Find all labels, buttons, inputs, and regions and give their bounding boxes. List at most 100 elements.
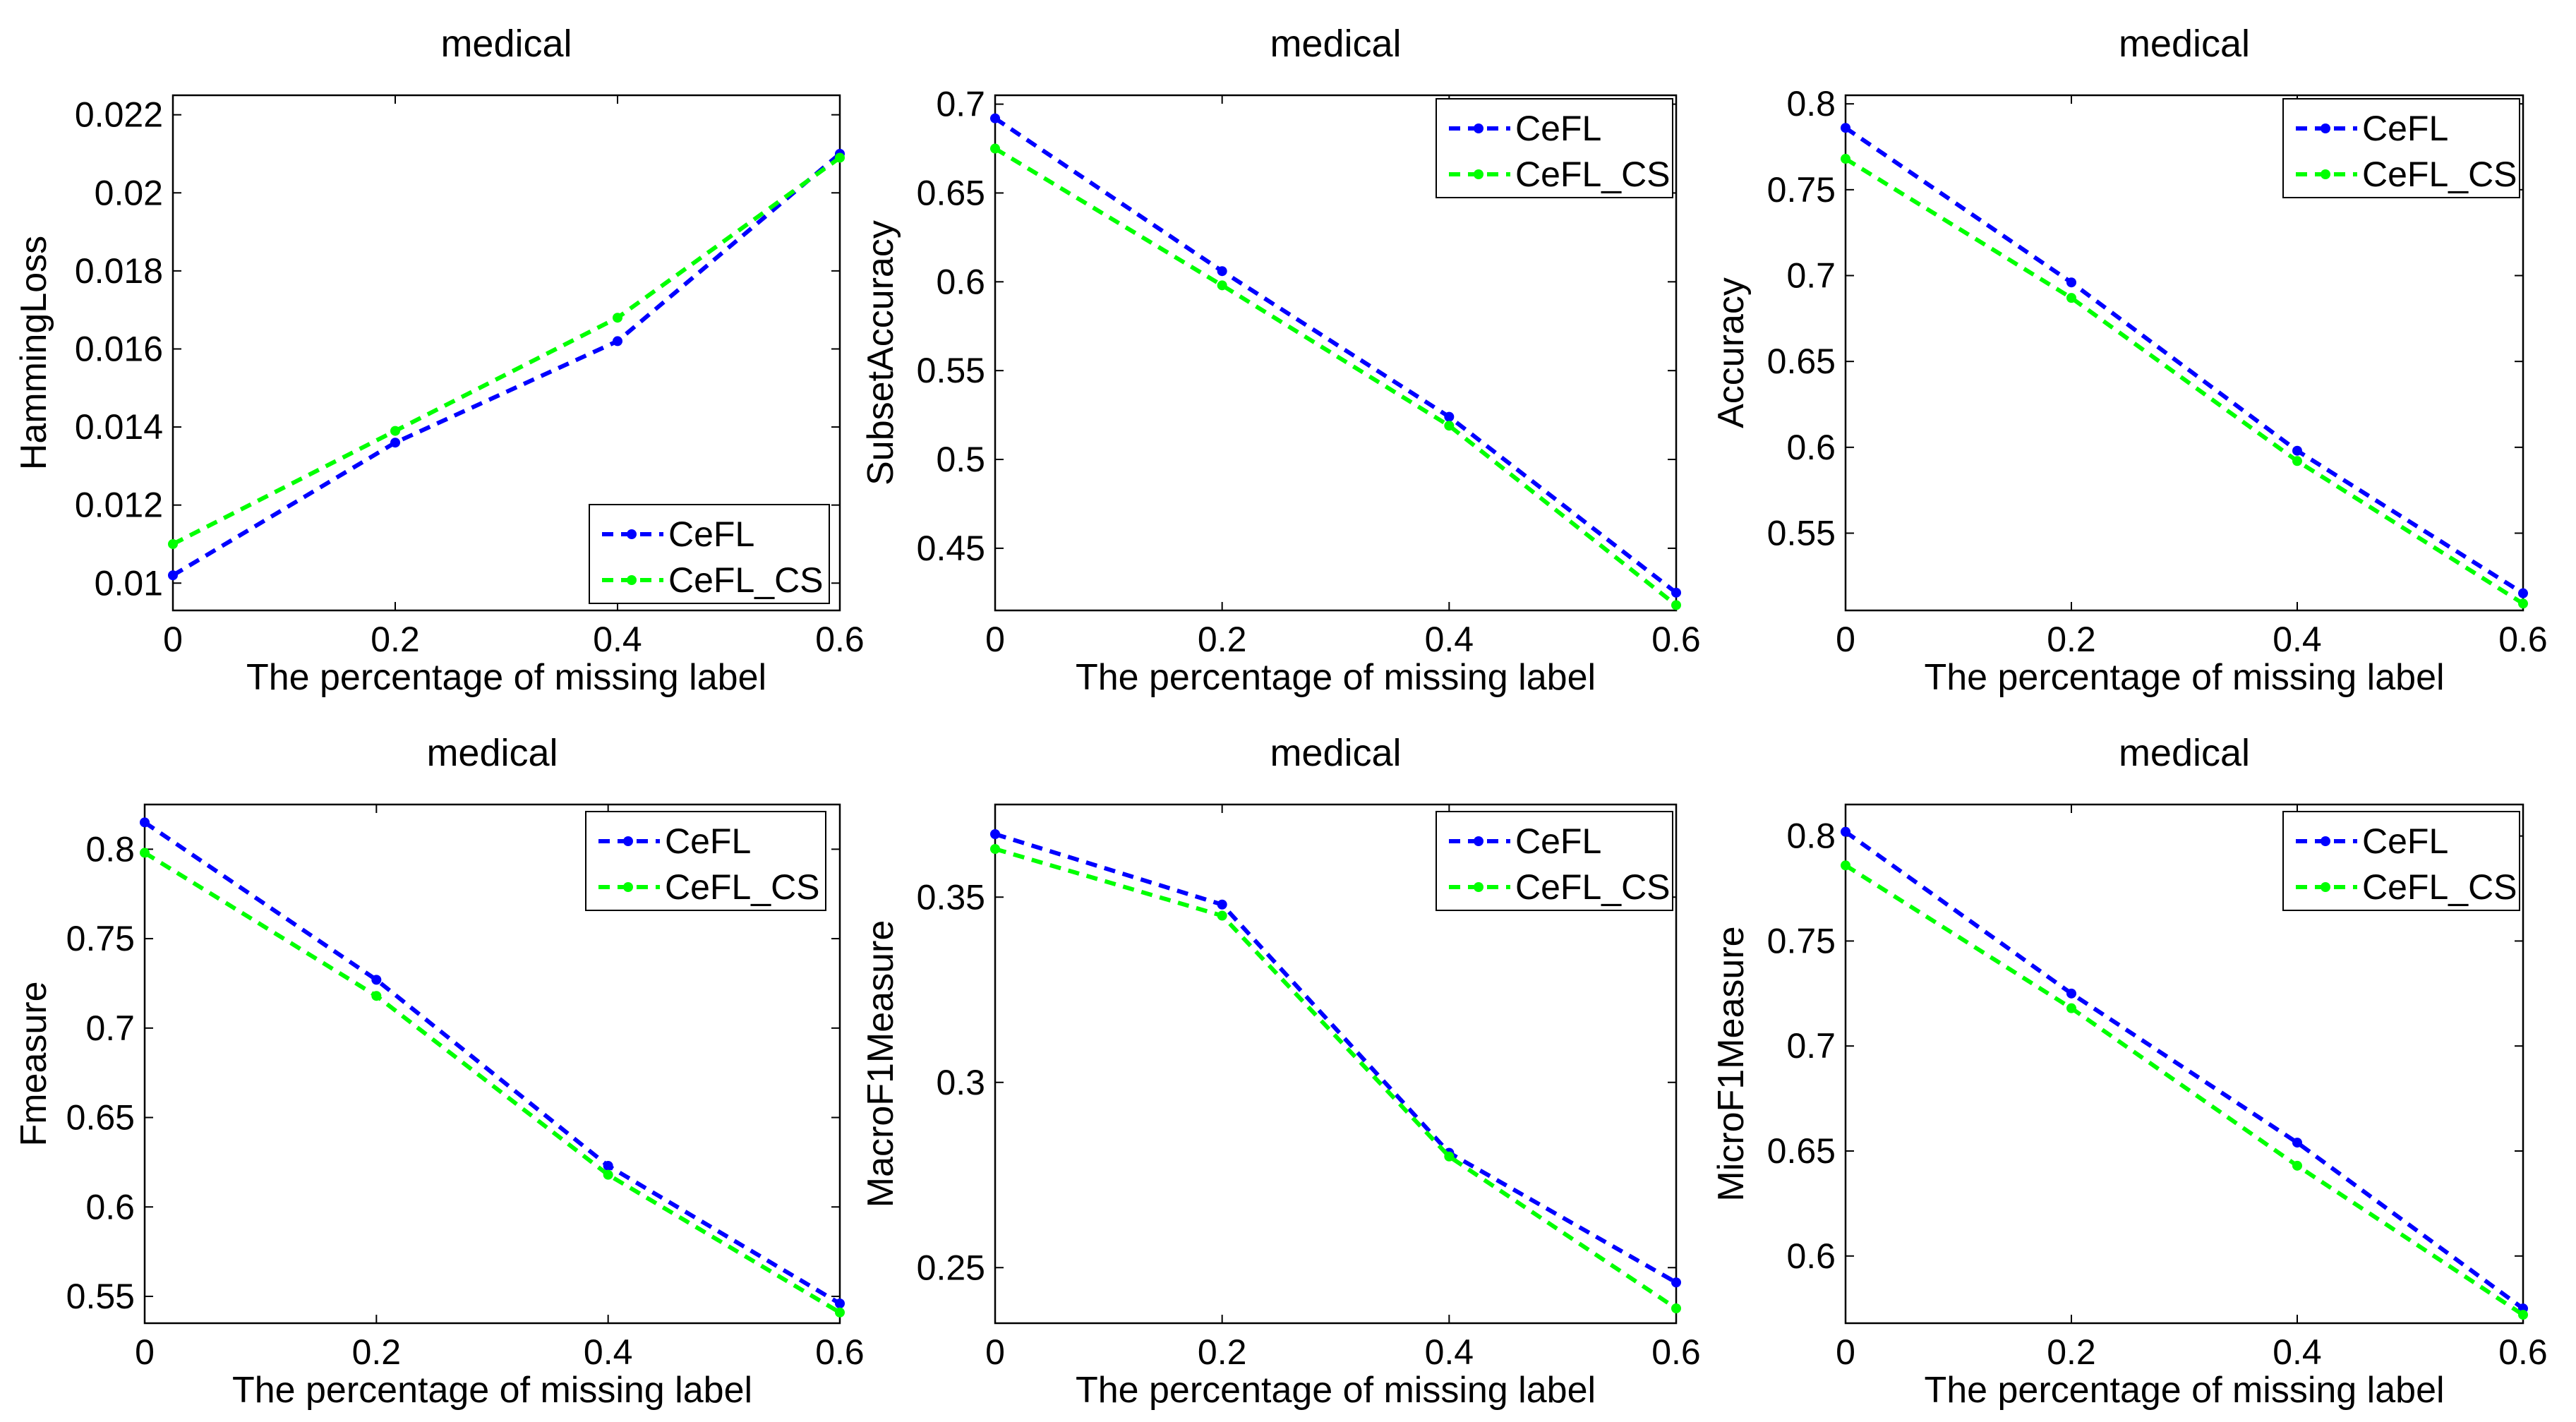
chart-panel-3: 0 0.2 0.4 0.6 0.55 0.6 0.65 0.7 0.75 0.8 medical Th… (1711, 23, 2548, 698)
x-tick-label: 0.4 (584, 1332, 633, 1372)
data-point-cefl-cs (613, 313, 622, 323)
y-tick-label: 0.65 (917, 173, 985, 212)
series-line-cefl (143, 820, 841, 1306)
data-point-cefl (2292, 445, 2302, 456)
y-tick-label: 0.7 (1786, 1026, 1836, 1066)
y-tick-label: 0.55 (66, 1277, 135, 1316)
y-axis-label: Accuracy (1711, 277, 1752, 428)
data-point-cefl (2066, 988, 2076, 999)
data-point-cefl-cs (2292, 456, 2302, 466)
y-tick-label: 0.6 (1786, 1236, 1836, 1276)
y-axis-label: Fmeasure (13, 981, 54, 1146)
y-axis-label: MacroF1Measure (860, 920, 901, 1207)
y-tick-label: 0.45 (917, 529, 985, 568)
legend-label: CeFL (2362, 821, 2448, 861)
x-tick-label: 0.6 (2498, 620, 2548, 659)
data-point-cefl (613, 336, 622, 347)
data-point-cefl-cs (1671, 1303, 1681, 1313)
data-point-cefl (1217, 266, 1227, 277)
data-point-cefl-cs (2066, 293, 2076, 303)
x-tick-label: 0 (985, 620, 1005, 659)
x-tick-label: 0.2 (2047, 620, 2096, 659)
x-tick-label: 0.4 (2273, 1332, 2322, 1372)
data-point-cefl-cs (990, 844, 1000, 854)
y-axis-label: SubsetAccuracy (860, 220, 901, 486)
data-point-cefl-cs (1217, 280, 1227, 291)
legend-label: CeFL_CS (2362, 867, 2517, 907)
y-tick-label: 0.65 (66, 1098, 135, 1138)
x-tick-label: 0.2 (1198, 1332, 1247, 1372)
data-point-cefl-cs (1217, 910, 1227, 921)
chart-panel-4: 0 0.2 0.4 0.6 0.55 0.6 0.65 0.7 0.75 0.8 medical Th… (13, 732, 865, 1411)
y-tick-label: 0.75 (1767, 170, 1836, 210)
data-point-cefl-cs (2066, 1003, 2076, 1013)
chart-panel-2: 0 0.2 0.4 0.6 0.45 0.5 0.55 0.6 0.65 0.7 medical Th… (860, 23, 1701, 698)
data-point-cefl (2518, 588, 2528, 598)
legend-box (585, 811, 826, 911)
x-tick-label: 0.6 (815, 620, 865, 659)
legend-swatch-marker (623, 836, 633, 846)
x-tick-label: 0.6 (1651, 620, 1701, 659)
series-line-cefl-cs (1844, 863, 2524, 1317)
x-tick-label: 0.4 (1425, 620, 1474, 659)
legend-label: CeFL_CS (1515, 155, 1671, 194)
legend-box (589, 504, 830, 604)
plot-frame (171, 94, 841, 612)
legend-label: CeFL (1515, 821, 1601, 861)
data-point-cefl-cs (1444, 1151, 1455, 1162)
x-tick-label: 0.4 (593, 620, 642, 659)
legend: CeFL CeFL_CS (2282, 811, 2520, 911)
x-tick-label: 0.4 (2273, 620, 2322, 659)
data-point-cefl (1217, 899, 1227, 910)
plot-frame (994, 94, 1678, 612)
plot-frame (143, 803, 841, 1325)
data-point-cefl-cs (835, 1307, 845, 1318)
data-point-cefl-cs (1671, 600, 1681, 610)
x-tick-label: 0.2 (371, 620, 420, 659)
x-tick-label: 0.2 (352, 1332, 402, 1372)
x-axis-label: The percentage of missing label (1076, 1370, 1596, 1411)
x-tick-label: 0 (1836, 1332, 1855, 1372)
data-point-cefl-cs (2518, 598, 2528, 609)
y-tick-label: 0.75 (66, 919, 135, 958)
data-point-cefl (2066, 277, 2076, 288)
legend-swatch-marker (2321, 882, 2330, 892)
y-tick-label: 0.01 (95, 563, 163, 603)
x-axis-label: The percentage of missing label (232, 1370, 752, 1411)
y-tick-label: 0.7 (1786, 256, 1836, 296)
data-point-cefl (168, 570, 178, 581)
y-tick-label: 0.6 (1786, 428, 1836, 467)
chart-panel-1: 0 0.2 0.4 0.6 0.01 0.012 0.014 0.016 0.018 0.02 0.… (13, 23, 865, 698)
legend-box (1436, 98, 1673, 198)
data-point-cefl-cs (390, 426, 400, 436)
chart-title: medical (2119, 23, 2250, 65)
y-tick-label: 0.3 (936, 1063, 985, 1102)
x-axis-label: The percentage of missing label (1076, 657, 1596, 698)
data-point-cefl-cs (371, 991, 382, 1001)
data-point-cefl-cs (603, 1169, 613, 1180)
series-line-cefl-cs (994, 847, 1678, 1310)
legend-label: CeFL_CS (1515, 867, 1671, 907)
series-line-cefl (994, 832, 1678, 1284)
legend-swatch-marker (2321, 123, 2330, 133)
legend-swatch-marker (1474, 123, 1483, 133)
data-point-cefl (835, 1299, 845, 1309)
y-tick-label: 0.8 (1786, 84, 1836, 123)
y-tick-label: 0.8 (1786, 817, 1836, 856)
chart-panel-5: 0 0.2 0.4 0.6 0.25 0.3 0.35 medical The percenta… (860, 732, 1701, 1411)
series-line-cefl (1844, 126, 2524, 596)
legend-box (1436, 811, 1673, 911)
y-tick-label: 0.65 (1767, 1131, 1836, 1171)
y-tick-label: 0.75 (1767, 921, 1836, 960)
legend-swatch-marker (623, 882, 633, 892)
data-point-cefl (1671, 1277, 1681, 1288)
plot-frame (994, 803, 1678, 1325)
data-point-cefl-cs (835, 152, 845, 163)
legend-label: CeFL (668, 514, 754, 554)
plot-frame (1844, 94, 2524, 612)
legend-swatch-marker (2321, 169, 2330, 179)
legend: CeFL CeFL_CS (585, 811, 826, 911)
y-axis-label: MicroF1Measure (1711, 926, 1752, 1201)
data-point-cefl-cs (1444, 421, 1455, 431)
data-point-cefl (1671, 587, 1681, 598)
